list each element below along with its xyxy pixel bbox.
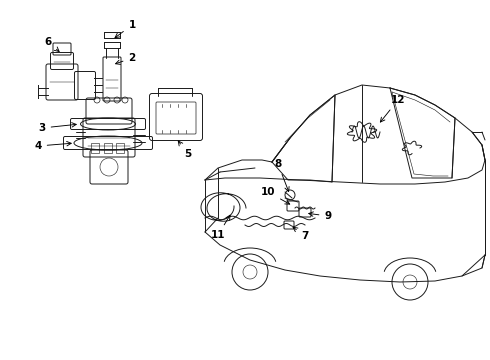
Text: 7: 7 [293,227,309,241]
Text: 11: 11 [211,215,230,240]
Text: 6: 6 [45,37,59,51]
Text: 9: 9 [309,211,332,221]
Bar [104,143,112,153]
Bar [116,143,124,153]
Text: 10: 10 [261,187,290,204]
Bar [91,143,99,153]
Text: 1: 1 [115,20,136,38]
Text: 3: 3 [38,123,76,133]
Text: 4: 4 [34,141,71,151]
Text: 5: 5 [178,141,192,159]
Text: 2: 2 [116,53,136,64]
Text: 12: 12 [380,95,405,122]
Text: 8: 8 [274,159,289,192]
